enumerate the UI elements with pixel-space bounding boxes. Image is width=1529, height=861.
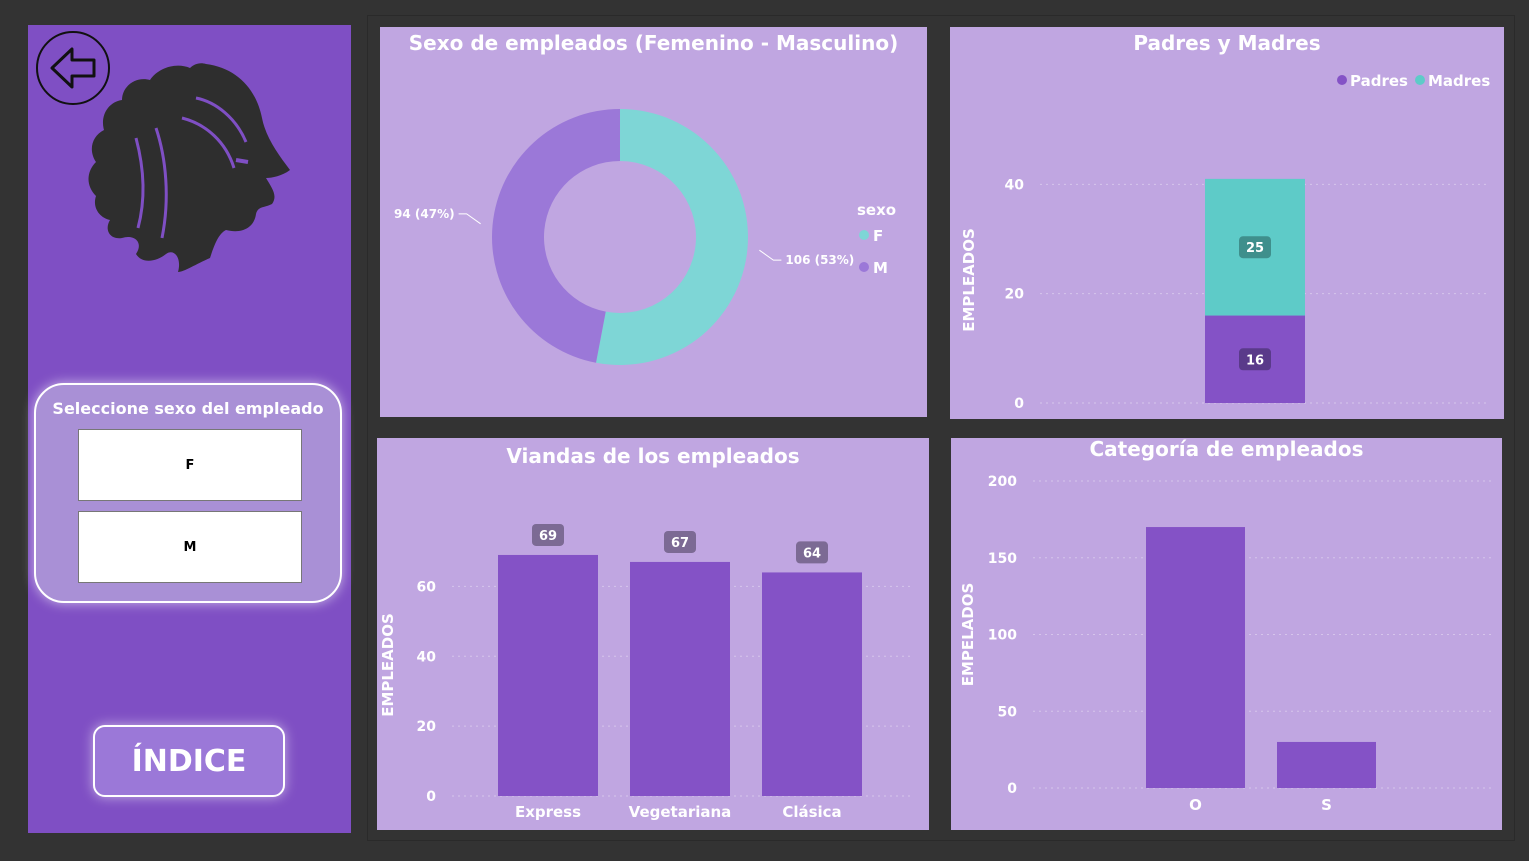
bar-s[interactable] [1277, 742, 1376, 788]
slicer-option-m[interactable]: M [78, 511, 302, 583]
y-tick-label: 0 [1007, 781, 1017, 797]
data-label: 69 [539, 529, 557, 544]
x-tick-label: Clásica [782, 803, 841, 821]
donut-leader-line [759, 250, 781, 260]
legend-label-m: M [873, 259, 888, 277]
y-tick-label: 40 [417, 649, 437, 665]
legend-marker-padres [1337, 75, 1347, 85]
donut-data-label: 106 (53%) [785, 253, 854, 267]
bar-express[interactable] [498, 555, 598, 796]
y-tick-label: 100 [988, 628, 1017, 644]
donut-leader-line [459, 214, 481, 224]
padres-madres-chart: 0 20 40 EMPLEADOS 16 25 Padres Madres [950, 27, 1504, 419]
categoria-chart: 0 50 100 150 200 EMPELADOS O S [951, 438, 1502, 830]
y-tick-label: 60 [417, 579, 437, 595]
donut-legend: sexo F M [857, 201, 896, 277]
legend-marker-m [859, 262, 869, 272]
x-tick-label: O [1189, 796, 1202, 814]
data-label: 16 [1246, 353, 1264, 368]
y-tick-label: 20 [417, 719, 437, 735]
legend-marker-madres [1415, 75, 1425, 85]
legend-marker-f [859, 230, 869, 240]
data-label: 25 [1246, 241, 1264, 256]
y-tick-label: 150 [988, 551, 1017, 567]
y-axis-label: EMPLEADOS [379, 613, 397, 717]
slicer-option-f[interactable]: F [78, 429, 302, 501]
y-tick-label: 0 [1014, 396, 1024, 412]
y-tick-label: 20 [1005, 287, 1025, 303]
padres-madres-panel: Padres y Madres 0 20 40 EMPLEADOS 16 25 Padres… [950, 27, 1504, 419]
index-button[interactable]: ÍNDICE [93, 725, 285, 797]
y-tick-label: 0 [426, 789, 436, 805]
viandas-panel: Viandas de los empleados 0 20 40 60 EMPLEADO… [377, 438, 929, 830]
y-tick-label: 40 [1005, 177, 1025, 193]
y-tick-label: 50 [998, 704, 1018, 720]
y-axis-label: EMPELADOS [959, 583, 977, 687]
viandas-chart: 0 20 40 60 EMPLEADOS 69 Express 67 Vegetariana 64… [377, 438, 929, 830]
donut-data-label: 94 (47%) [394, 207, 455, 221]
bar-vegetariana[interactable] [630, 562, 730, 796]
x-tick-label: Vegetariana [629, 803, 732, 821]
bar-o[interactable] [1146, 527, 1245, 788]
x-tick-label: S [1321, 796, 1332, 814]
lion-head-logo [86, 58, 296, 278]
y-axis-label: EMPLEADOS [960, 228, 978, 332]
bar-clásica[interactable] [762, 572, 862, 796]
donut-slice-m[interactable] [492, 109, 620, 363]
sex-slicer: Seleccione sexo del empleado F M [34, 383, 342, 603]
slicer-title: Seleccione sexo del empleado [36, 399, 340, 418]
y-tick-label: 200 [988, 474, 1017, 490]
legend-label-madres: Madres [1428, 72, 1490, 90]
data-label: 67 [671, 536, 689, 551]
legend-label-padres: Padres [1350, 72, 1408, 90]
legend-label-f: F [873, 227, 883, 245]
x-tick-label: Express [515, 803, 581, 821]
data-label: 64 [803, 546, 821, 561]
donut-chart: sexo F M 106 (53%) 94 (47%) [380, 27, 927, 417]
categoria-panel: Categoría de empleados 0 50 100 150 200 EMPEL… [951, 438, 1502, 830]
donut-chart-panel: Sexo de empleados (Femenino - Masculino)… [380, 27, 927, 417]
legend-title: sexo [857, 201, 896, 219]
